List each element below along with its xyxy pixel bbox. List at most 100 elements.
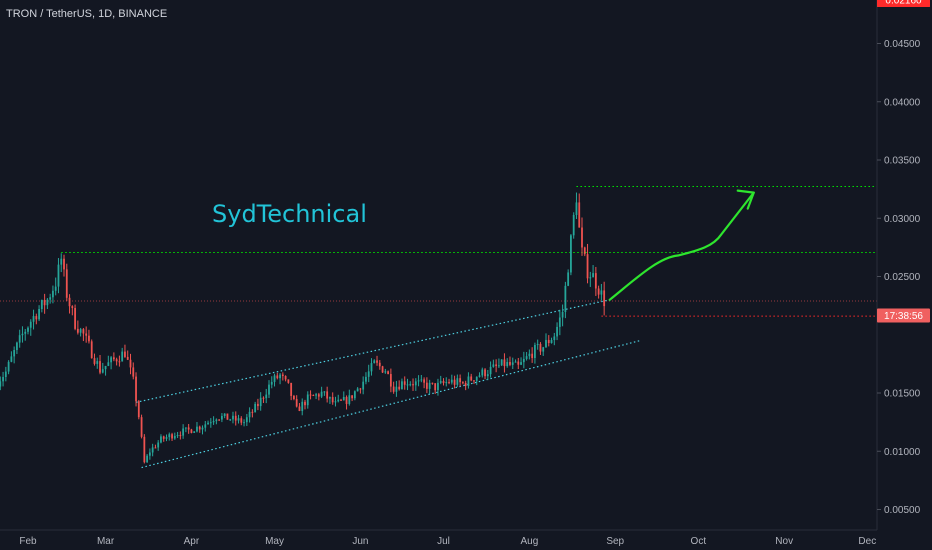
candle-body xyxy=(534,344,536,358)
candle-body xyxy=(439,381,442,383)
candle-body xyxy=(561,311,564,318)
candle-body xyxy=(259,397,262,407)
time-tick-label: Sep xyxy=(606,536,624,547)
candle-body xyxy=(417,380,420,382)
channel-lower-line xyxy=(141,339,641,469)
candle-body xyxy=(129,359,132,368)
candle-body xyxy=(209,422,212,424)
candle-body xyxy=(514,361,517,363)
candle-body xyxy=(570,235,572,273)
candle-body xyxy=(57,264,60,287)
candle-body xyxy=(248,411,251,418)
candle-body xyxy=(13,350,16,357)
candle-body xyxy=(154,447,157,449)
candle-body xyxy=(143,436,146,463)
candle-body xyxy=(498,365,500,367)
candle-body xyxy=(603,290,606,307)
candle-body xyxy=(140,417,143,437)
candle-body xyxy=(376,360,378,363)
candle-body xyxy=(567,272,570,286)
candle-body xyxy=(389,374,392,387)
candle-body xyxy=(495,364,498,366)
candle-body xyxy=(367,371,370,377)
candle-body xyxy=(240,418,243,423)
price-tick-label: 0.04000 xyxy=(884,97,921,108)
price-tick-label: 0.01500 xyxy=(884,389,921,400)
projection-arrow-curve xyxy=(608,191,755,301)
candle-body xyxy=(104,365,107,370)
time-axis[interactable]: Feb Mar Apr May Jun Jul Aug Sep Oct Nov Dec xyxy=(19,536,876,547)
candle-body xyxy=(115,359,118,362)
candle-body xyxy=(270,381,273,385)
candle-body xyxy=(90,341,93,359)
candle-body xyxy=(594,273,597,289)
candle-body xyxy=(85,333,88,336)
level-lines xyxy=(0,186,877,317)
symbol-title[interactable]: TRON / TetherUS, 1D, BINANCE xyxy=(6,8,167,20)
candle-body xyxy=(262,397,265,399)
candle-body xyxy=(179,435,182,437)
candle-body xyxy=(65,269,68,298)
candle-body xyxy=(93,358,96,364)
candle-body xyxy=(597,288,600,295)
candle-body xyxy=(118,361,121,363)
price-tick-label: 0.02500 xyxy=(884,272,921,283)
candle-body xyxy=(4,371,7,377)
candle-body xyxy=(431,382,434,384)
candle-body xyxy=(486,374,489,377)
candle-body xyxy=(124,351,126,357)
price-axis[interactable]: 0.04500 0.04000 0.03500 0.03000 0.02500 0.015… xyxy=(877,39,921,516)
candle-body xyxy=(445,382,448,384)
candle-body xyxy=(525,356,528,359)
candle-body xyxy=(157,442,160,448)
candle-body xyxy=(456,378,459,385)
candle-body xyxy=(76,328,79,333)
candle-body xyxy=(193,431,196,433)
candle-body xyxy=(536,343,539,345)
candle-body xyxy=(298,406,301,411)
candle-body xyxy=(564,285,567,312)
candle-body xyxy=(500,359,503,366)
projection-arrow-head xyxy=(736,189,755,210)
candle-body xyxy=(406,384,409,386)
candle-body xyxy=(223,413,226,416)
candle-body xyxy=(171,434,173,439)
candle-body xyxy=(412,384,414,386)
candle-body xyxy=(215,419,218,422)
candle-body xyxy=(21,333,24,336)
candle-body xyxy=(329,397,331,399)
candle-body xyxy=(232,415,234,420)
candle-body xyxy=(173,436,176,439)
candle-body xyxy=(442,381,445,384)
candle-body xyxy=(63,258,65,270)
candle-body xyxy=(475,376,478,381)
candle-body xyxy=(212,421,215,423)
stop-level-tag-text: 0.02160 xyxy=(885,0,922,7)
candle-body xyxy=(381,366,384,373)
candle-body xyxy=(112,357,115,360)
candle-body xyxy=(331,397,334,403)
candle-body xyxy=(198,426,201,430)
candle-body xyxy=(176,435,179,437)
candle-body xyxy=(581,227,583,248)
candle-body xyxy=(187,427,190,430)
time-tick-label: Feb xyxy=(19,536,37,547)
candle-body xyxy=(448,382,450,384)
candle-body xyxy=(0,381,2,387)
candle-body xyxy=(60,258,63,265)
candle-body xyxy=(572,214,575,236)
candle-body xyxy=(135,376,137,402)
candle-body xyxy=(276,375,279,379)
candle-body xyxy=(40,300,43,309)
candle-body xyxy=(503,359,506,367)
candle-body xyxy=(315,394,317,396)
candle-body xyxy=(528,353,531,357)
candle-body xyxy=(151,447,154,453)
candle-body xyxy=(539,343,542,352)
candle-body xyxy=(201,427,204,430)
candle-body xyxy=(506,362,509,367)
candle-body xyxy=(428,382,431,389)
candle-body xyxy=(284,376,287,380)
candle-body xyxy=(245,417,248,423)
